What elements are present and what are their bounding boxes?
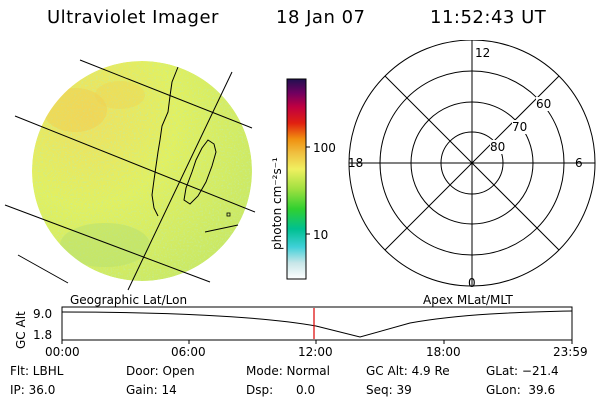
info-glon: GLon: 39.6 [486, 383, 556, 397]
intensity-colorbar [286, 78, 310, 280]
island-marker [226, 212, 231, 217]
colorbar-tick-10: 10 [313, 228, 329, 242]
altitude-timeline [61, 306, 573, 344]
timeline-y-tick-9: 9.0 [33, 307, 53, 321]
polar-diagonal-2 [384, 75, 560, 251]
info-filter: Flt: LBHL [10, 364, 64, 378]
timeline-x-tick-2359: 23:59 [553, 345, 588, 359]
info-gain: Gain: 14 [126, 383, 177, 397]
polar-label-0: 0 [468, 276, 476, 290]
polar-label-6: 6 [575, 156, 583, 170]
colorbar-gradient [286, 78, 307, 280]
polar-label-70: 70 [512, 120, 528, 134]
info-door: Door: Open [126, 364, 195, 378]
observation-date: 18 Jan 07 [276, 7, 366, 28]
coastline-africa [151, 61, 181, 217]
polar-plot [348, 40, 596, 287]
info-gc-alt: GC Alt: 4.9 Re [366, 364, 450, 378]
info-seq: Seq: 39 [366, 383, 412, 397]
polar-label-60: 60 [536, 97, 552, 111]
altitude-curve [61, 310, 573, 338]
observation-time: 11:52:43 UT [430, 7, 547, 28]
info-dsp: Dsp: 0.0 [246, 383, 316, 397]
polar-label-80: 80 [490, 140, 506, 154]
info-glat: GLat: −21.4 [486, 364, 559, 378]
timeline-right-label: Apex MLat/MLT [423, 293, 513, 307]
timeline-frame [61, 306, 573, 341]
polar-label-12: 12 [475, 46, 491, 60]
geo-grid [4, 59, 256, 291]
uv-earth-image [4, 59, 256, 291]
coastline-madagascar [183, 139, 217, 205]
colorbar-unit-label: photon cm⁻²s⁻¹ [270, 157, 284, 250]
info-mode: Mode: Normal [246, 364, 330, 378]
timeline-x-tick-1800: 18:00 [426, 345, 461, 359]
timeline-x-tick-0600: 06:00 [171, 345, 206, 359]
timeline-y-tick-1-8: 1.8 [33, 328, 53, 342]
info-ip: IP: 36.0 [10, 383, 56, 397]
timeline-x-tick-1200: 12:00 [298, 345, 333, 359]
timeline-x-tick-0000: 00:00 [45, 345, 80, 359]
timeline-left-label: Geographic Lat/Lon [70, 293, 188, 307]
app-title: Ultraviolet Imager [47, 7, 219, 28]
colorbar-tick-100: 100 [313, 141, 336, 155]
polar-label-18: 18 [348, 156, 364, 170]
